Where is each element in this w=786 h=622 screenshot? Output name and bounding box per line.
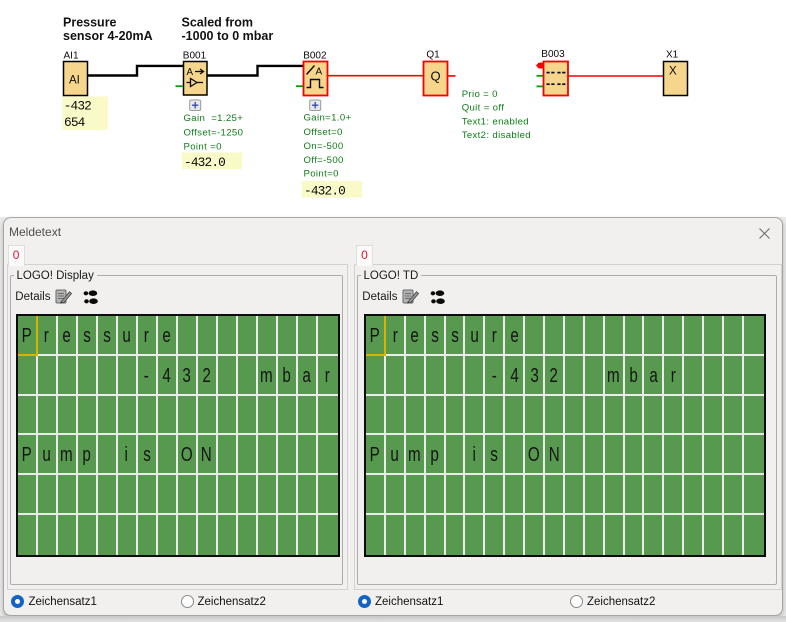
svg-text:Quit = off: Quit = off xyxy=(462,103,505,114)
svg-text:sensor 4-20mA: sensor 4-20mA xyxy=(63,29,153,43)
svg-text:On=-500: On=-500 xyxy=(304,141,344,152)
svg-text:Text1: enabled: Text1: enabled xyxy=(462,117,529,128)
svg-text:X: X xyxy=(669,66,677,78)
svg-text:X1: X1 xyxy=(666,50,679,61)
svg-text:B003: B003 xyxy=(541,49,565,60)
svg-text:654: 654 xyxy=(64,115,86,130)
svg-text:Q1: Q1 xyxy=(426,50,440,61)
svg-text:A: A xyxy=(187,67,194,78)
svg-text:Offset=-1250: Offset=-1250 xyxy=(184,127,244,138)
svg-text:Gain =1.25+: Gain =1.25+ xyxy=(184,113,244,124)
svg-text:AI: AI xyxy=(69,75,80,87)
svg-text:Point =0: Point =0 xyxy=(184,142,222,153)
svg-text:Point=0: Point=0 xyxy=(304,169,339,180)
svg-text:A: A xyxy=(316,67,323,78)
svg-text:B001: B001 xyxy=(183,51,207,62)
svg-text:Scaled from: Scaled from xyxy=(182,16,254,30)
svg-text:-1000 to 0 mbar: -1000 to 0 mbar xyxy=(182,29,274,43)
svg-text:-432: -432 xyxy=(64,98,91,113)
svg-text:AI1: AI1 xyxy=(64,51,79,62)
svg-text:Q: Q xyxy=(431,69,441,84)
svg-text:-432.0: -432.0 xyxy=(304,184,345,199)
svg-text:-432.0: -432.0 xyxy=(184,155,225,170)
svg-text:Off=-500: Off=-500 xyxy=(304,155,344,166)
svg-text:Offset=0: Offset=0 xyxy=(304,127,343,138)
svg-text:Text2: disabled: Text2: disabled xyxy=(462,130,531,141)
svg-text:B002: B002 xyxy=(303,51,327,62)
svg-text:Gain=1.0+: Gain=1.0+ xyxy=(304,113,352,124)
svg-text:Prio = 0: Prio = 0 xyxy=(462,89,498,100)
svg-text:Pressure: Pressure xyxy=(63,16,117,30)
